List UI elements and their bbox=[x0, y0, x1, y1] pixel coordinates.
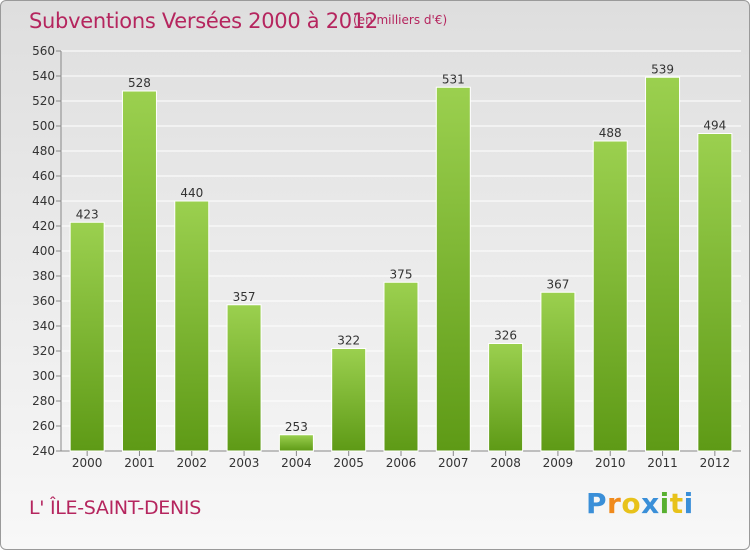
y-tick-label: 520 bbox=[32, 94, 55, 108]
y-tick-label: 360 bbox=[32, 294, 55, 308]
data-label-2001: 528 bbox=[128, 76, 151, 90]
x-tick-label-2000: 2000 bbox=[72, 456, 103, 470]
x-tick-label-2001: 2001 bbox=[124, 456, 155, 470]
y-tick-label: 540 bbox=[32, 69, 55, 83]
x-tick-label-2007: 2007 bbox=[438, 456, 469, 470]
bar-2009 bbox=[540, 291, 576, 452]
y-tick-label: 300 bbox=[32, 369, 55, 383]
x-tick-label-2003: 2003 bbox=[229, 456, 260, 470]
x-tick-label-2006: 2006 bbox=[386, 456, 417, 470]
bar-2010 bbox=[592, 140, 628, 452]
bar-2002 bbox=[174, 200, 210, 452]
bar-2004 bbox=[278, 434, 314, 452]
bar-2005 bbox=[331, 348, 367, 452]
y-tick-label: 320 bbox=[32, 344, 55, 358]
y-tick-label: 400 bbox=[32, 244, 55, 258]
data-label-2005: 322 bbox=[337, 334, 360, 348]
data-label-2003: 357 bbox=[233, 290, 256, 304]
data-label-2006: 375 bbox=[390, 267, 413, 281]
bar-2003 bbox=[226, 304, 262, 452]
y-tick-label: 260 bbox=[32, 419, 55, 433]
x-tick-label-2002: 2002 bbox=[176, 456, 207, 470]
logo-letter: t bbox=[669, 487, 684, 520]
data-label-2004: 253 bbox=[285, 420, 308, 434]
bar-2011 bbox=[645, 76, 681, 452]
y-tick-label: 340 bbox=[32, 319, 55, 333]
bar-2006 bbox=[383, 281, 419, 452]
x-tick-label-2004: 2004 bbox=[281, 456, 312, 470]
y-tick-label: 480 bbox=[32, 144, 55, 158]
chart-title: Subventions Versées 2000 à 2012 bbox=[29, 9, 378, 33]
y-tick-label: 560 bbox=[32, 44, 55, 58]
x-tick-label-2008: 2008 bbox=[490, 456, 521, 470]
bar-2012 bbox=[697, 133, 733, 452]
data-label-2002: 440 bbox=[180, 186, 203, 200]
logo-letter: r bbox=[607, 487, 622, 520]
bar-2008 bbox=[488, 343, 524, 452]
y-tick-label: 500 bbox=[32, 119, 55, 133]
place-name: L' ÎLE-SAINT-DENIS bbox=[29, 497, 201, 519]
bar-2007 bbox=[435, 86, 471, 452]
logo-letter: P bbox=[586, 487, 608, 520]
y-tick-label: 440 bbox=[32, 194, 55, 208]
proxiti-logo: Proxiti bbox=[586, 487, 694, 520]
logo-letter: o bbox=[621, 487, 642, 520]
y-tick-label: 280 bbox=[32, 394, 55, 408]
x-tick-label-2005: 2005 bbox=[333, 456, 364, 470]
data-label-2012: 494 bbox=[703, 119, 726, 133]
logo-letter: x bbox=[641, 487, 660, 520]
y-tick-label: 380 bbox=[32, 269, 55, 283]
data-label-2007: 531 bbox=[442, 72, 465, 86]
data-label-2011: 539 bbox=[651, 62, 674, 76]
data-label-2000: 423 bbox=[76, 207, 99, 221]
x-tick-label-2012: 2012 bbox=[700, 456, 731, 470]
bar-2000 bbox=[69, 221, 105, 452]
x-tick-label-2010: 2010 bbox=[595, 456, 626, 470]
y-tick-label: 420 bbox=[32, 219, 55, 233]
data-label-2010: 488 bbox=[599, 126, 622, 140]
y-tick-label: 460 bbox=[32, 169, 55, 183]
x-tick-label-2009: 2009 bbox=[543, 456, 574, 470]
logo-letter: i bbox=[683, 487, 694, 520]
bar-2001 bbox=[121, 90, 157, 452]
data-label-2009: 367 bbox=[546, 277, 569, 291]
chart-unit-label: (en milliers d'€) bbox=[353, 13, 448, 27]
logo-letter: i bbox=[659, 487, 670, 520]
y-tick-label: 240 bbox=[32, 444, 55, 458]
data-label-2008: 326 bbox=[494, 329, 517, 343]
x-tick-label-2011: 2011 bbox=[647, 456, 678, 470]
